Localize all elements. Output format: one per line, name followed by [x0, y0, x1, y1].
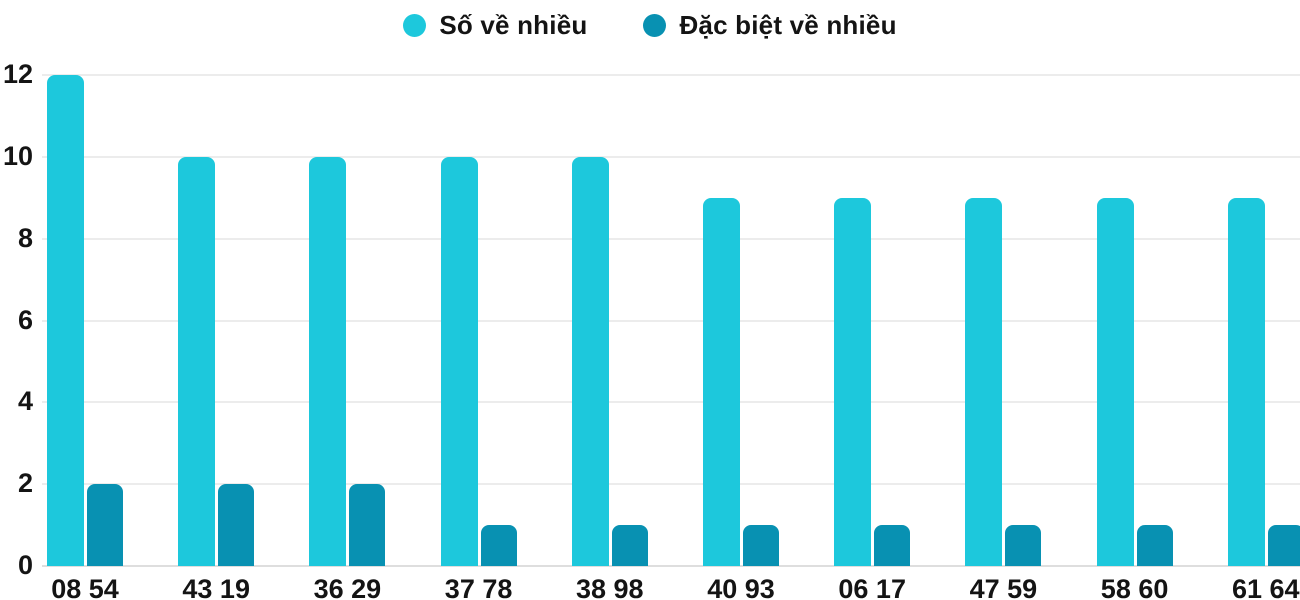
y-tick-label: 8 [17, 222, 33, 253]
bar-series1-37-78[interactable] [480, 525, 517, 566]
bar-series0-61-64[interactable] [1227, 197, 1265, 566]
gridline [42, 319, 1300, 322]
bar-series1-06-17[interactable] [874, 525, 911, 566]
x-tick-label: 36 29 [313, 574, 382, 600]
x-axis-line [42, 565, 1300, 567]
gridline [42, 74, 1300, 76]
legend-dot-icon [403, 14, 427, 37]
x-tick-label: 58 60 [1100, 574, 1169, 600]
x-tick-label: 40 93 [707, 574, 775, 600]
legend-label: Đặc biệt về nhiều [679, 10, 897, 40]
bar-series0-08-54[interactable] [47, 75, 84, 566]
bar-series1-47-59[interactable] [1005, 525, 1042, 566]
y-tick-label: 0 [17, 550, 33, 580]
bar-series0-40-93[interactable] [703, 197, 740, 566]
bar-series1-40-93[interactable] [743, 525, 779, 566]
x-tick-label: 47 59 [969, 574, 1038, 600]
legend-item-1[interactable]: Đặc biệt về nhiều [643, 10, 896, 41]
gridline [42, 401, 1300, 404]
legend-item-0[interactable]: Số về nhiều [403, 10, 587, 41]
gridline [42, 155, 1300, 158]
bar-series1-61-64[interactable] [1267, 525, 1300, 566]
bar-series1-43-19[interactable] [218, 484, 255, 566]
x-tick-label: 38 98 [576, 574, 644, 600]
x-tick-label: 61 64 [1232, 574, 1300, 600]
bar-series0-43-19[interactable] [178, 156, 216, 566]
bar-series1-08-54[interactable] [87, 484, 123, 566]
x-tick-label: 37 78 [444, 574, 513, 600]
bar-series1-36-29[interactable] [349, 484, 386, 566]
bar-series0-38-98[interactable] [571, 156, 609, 566]
legend-dot-icon [643, 14, 667, 37]
y-tick-label: 12 [2, 59, 33, 89]
bar-series0-47-59[interactable] [965, 197, 1003, 566]
bar-series1-38-98[interactable] [611, 525, 648, 566]
bar-series0-06-17[interactable] [834, 197, 872, 566]
y-tick-label: 4 [17, 386, 33, 417]
y-tick-label: 10 [2, 140, 33, 171]
x-tick-label: 06 17 [838, 574, 906, 600]
x-tick-label: 08 54 [51, 574, 119, 600]
legend-label: Số về nhiều [439, 10, 588, 40]
bar-series1-58-60[interactable] [1136, 525, 1173, 566]
chart-legend: Số về nhiều Đặc biệt về nhiều [0, 10, 1300, 41]
gridline [42, 483, 1300, 486]
y-tick-label: 2 [17, 468, 33, 499]
bar-series0-37-78[interactable] [440, 156, 478, 566]
x-tick-label: 43 19 [182, 574, 250, 600]
y-tick-label: 6 [17, 304, 33, 335]
bar-series0-36-29[interactable] [309, 156, 347, 566]
gridline [42, 237, 1300, 240]
bar-series0-58-60[interactable] [1096, 197, 1134, 566]
